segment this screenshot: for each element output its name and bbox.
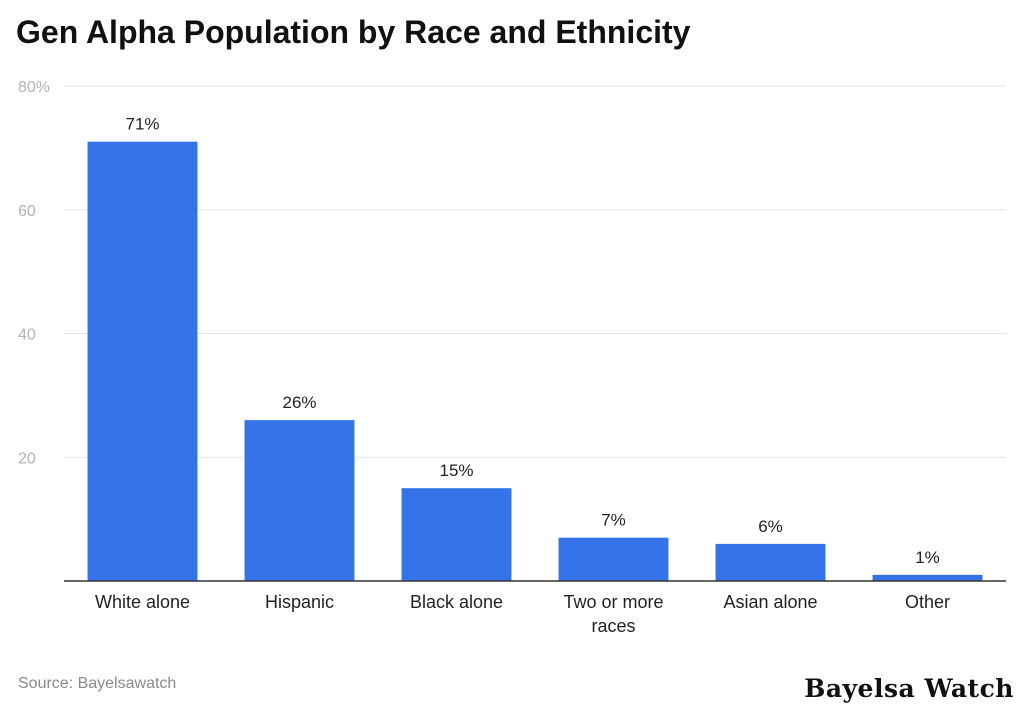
y-tick-label: 40 xyxy=(18,327,36,344)
bar xyxy=(558,537,669,581)
x-tick-label: races xyxy=(591,616,635,636)
source-note: Source: Bayelsawatch xyxy=(18,675,177,692)
y-tick-label: 20 xyxy=(18,450,36,467)
bar xyxy=(87,141,198,581)
bars xyxy=(87,141,983,581)
bar xyxy=(244,420,355,581)
y-tick-label: 80% xyxy=(18,79,50,96)
gridlines xyxy=(64,85,1006,458)
x-tick-label: Hispanic xyxy=(265,592,334,612)
chart-title: Gen Alpha Population by Race and Ethnici… xyxy=(16,14,691,50)
data-label: 26% xyxy=(282,393,316,412)
bar xyxy=(401,488,512,581)
x-tick-label: Two or more xyxy=(563,592,663,612)
x-tick-label: Asian alone xyxy=(723,592,817,612)
brand-logo: Bayelsa Watch xyxy=(804,674,1014,703)
x-tick-label: Black alone xyxy=(410,592,503,612)
x-tick-label: Other xyxy=(905,592,950,612)
bar xyxy=(715,543,826,581)
data-label: 71% xyxy=(125,115,159,134)
category-labels: White alone Hispanic Black alone Two or mor… xyxy=(95,592,950,636)
bar xyxy=(872,574,983,581)
data-labels: 71% 26% 15% 7% 6% 1% xyxy=(125,115,939,567)
data-label: 15% xyxy=(439,461,473,480)
x-tick-label: White alone xyxy=(95,592,190,612)
data-label: 6% xyxy=(758,517,783,536)
y-axis-ticks: 20 40 60 80% xyxy=(18,79,50,467)
data-label: 1% xyxy=(915,548,940,567)
y-tick-label: 60 xyxy=(18,203,36,220)
data-label: 7% xyxy=(601,511,626,530)
